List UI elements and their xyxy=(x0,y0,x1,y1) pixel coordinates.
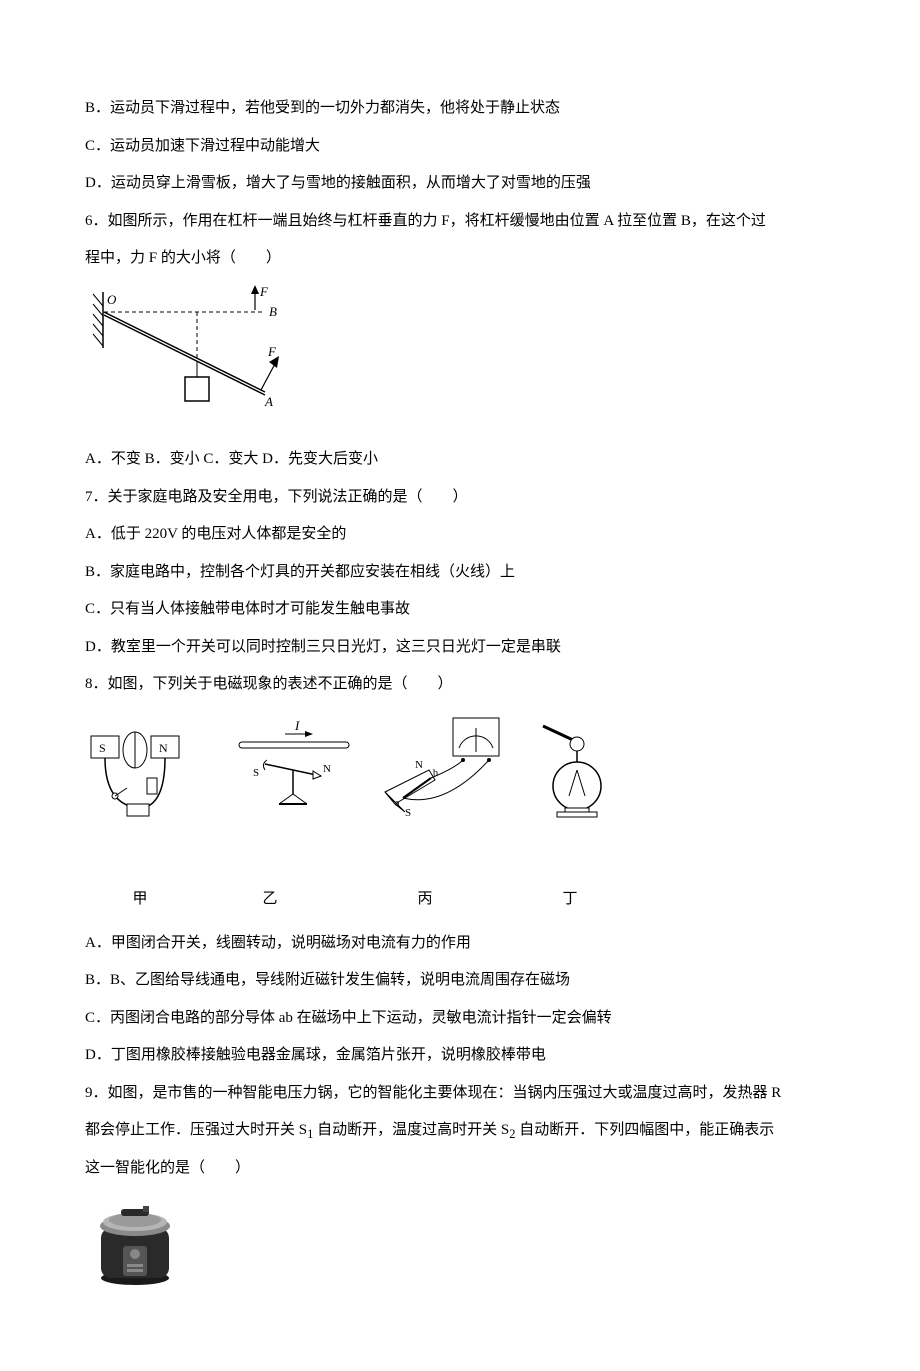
q9-stem-line3: 这一智能化的是（ ） xyxy=(85,1150,835,1188)
q8-label-bing: 丙 xyxy=(345,881,505,919)
q6-stem-line1: 6．如图所示，作用在杠杆一端且始终与杠杆垂直的力 F，将杠杆缓慢地由位置 A 拉… xyxy=(85,203,835,241)
svg-text:S: S xyxy=(405,807,411,819)
q6-lever-figure: O B F F A xyxy=(85,282,285,422)
q8-figures: S N I S N xyxy=(85,708,635,868)
q8-option-d: D．丁图用橡胶棒接触验电器金属球，金属箔片张开，说明橡胶棒带电 xyxy=(85,1037,835,1075)
svg-text:a: a xyxy=(395,798,400,809)
svg-text:N: N xyxy=(323,763,331,775)
q8-option-b: B．B、乙图给导线通电，导线附近磁针发生偏转，说明电流周围存在磁场 xyxy=(85,962,835,1000)
q8-option-a: A．甲图闭合开关，线圈转动，说明磁场对电流有力的作用 xyxy=(85,925,835,963)
q6-options: A．不变 B．变小 C．变大 D．先变大后变小 xyxy=(85,441,835,479)
q7-option-c: C．只有当人体接触带电体时才可能发生触电事故 xyxy=(85,591,835,629)
q6-label-F2: F xyxy=(259,284,269,299)
q6-option-d: D．先变大后变小 xyxy=(262,451,378,467)
svg-text:N: N xyxy=(159,741,168,755)
svg-text:S: S xyxy=(253,767,259,779)
q8-label-ding: 丁 xyxy=(505,881,635,919)
q6-label-O: O xyxy=(107,292,117,307)
q9-stem-line2: 都会停止工作．压强过大时开关 S1 自动断开，温度过高时开关 S2 自动断开．下… xyxy=(85,1112,835,1150)
svg-text:N: N xyxy=(415,759,423,771)
q7-option-d: D．教室里一个开关可以同时控制三只日光灯，这三只日光灯一定是串联 xyxy=(85,629,835,667)
q9-pressure-cooker-figure xyxy=(85,1192,185,1292)
q8-label-jia: 甲 xyxy=(85,881,195,919)
q5-option-c: C．运动员加速下滑过程中动能增大 xyxy=(85,128,835,166)
q8-stem: 8．如图，下列关于电磁现象的表述不正确的是（ ） xyxy=(85,666,835,704)
q5-option-b: B．运动员下滑过程中，若他受到的一切外力都消失，他将处于静止状态 xyxy=(85,90,835,128)
q8-panel-labels: 甲 乙 丙 丁 xyxy=(85,881,635,919)
q6-option-b: B．变小 xyxy=(145,451,200,467)
q6-stem-line2: 程中，力 F 的大小将（ ） xyxy=(85,240,835,278)
q8-option-c: C．丙图闭合电路的部分导体 ab 在磁场中上下运动，灵敏电流计指针一定会偏转 xyxy=(85,1000,835,1038)
q7-option-a: A．低于 220V 的电压对人体都是安全的 xyxy=(85,516,835,554)
svg-text:I: I xyxy=(294,718,300,733)
q6-label-F: F xyxy=(267,344,277,359)
q6-option-a: A．不变 xyxy=(85,451,141,467)
q7-option-b: B．家庭电路中，控制各个灯具的开关都应安装在相线（火线）上 xyxy=(85,554,835,592)
q6-label-A: A xyxy=(264,394,273,409)
q8-label-yi: 乙 xyxy=(195,881,345,919)
q6-label-B: B xyxy=(269,304,277,319)
q9-stem-line1: 9．如图，是市售的一种智能电压力锅，它的智能化主要体现在：当锅内压强过大或温度过… xyxy=(85,1075,835,1113)
q5-option-d: D．运动员穿上滑雪板，增大了与雪地的接触面积，从而增大了对雪地的压强 xyxy=(85,165,835,203)
q7-stem: 7．关于家庭电路及安全用电，下列说法正确的是（ ） xyxy=(85,479,835,517)
q6-option-c: C．变大 xyxy=(203,451,258,467)
svg-text:S: S xyxy=(99,741,106,755)
